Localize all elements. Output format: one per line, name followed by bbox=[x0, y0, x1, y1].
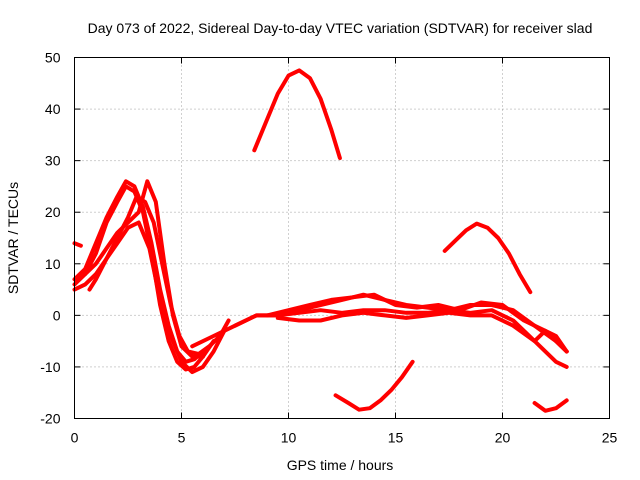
y-tick-label: 0 bbox=[53, 307, 61, 323]
series-line-sat-n bbox=[532, 398, 569, 413]
series-line-sat-a bbox=[72, 241, 83, 248]
grid-layer bbox=[74, 57, 610, 419]
series-line-sat-e bbox=[83, 179, 205, 359]
x-tick-label: 25 bbox=[602, 430, 618, 446]
series-line-sat-k bbox=[252, 68, 342, 161]
x-tick-label: 20 bbox=[495, 430, 511, 446]
series-line-sat-f bbox=[87, 220, 227, 375]
series-layer bbox=[72, 68, 569, 413]
plot-frame bbox=[74, 57, 610, 419]
series-line-sat-i bbox=[265, 292, 569, 354]
y-tick-label: -20 bbox=[40, 411, 60, 427]
series-line-sat-c bbox=[72, 179, 205, 364]
y-tick-label: 30 bbox=[45, 153, 61, 169]
x-tick-label: 5 bbox=[178, 430, 186, 446]
y-tick-label: -10 bbox=[40, 359, 60, 375]
series-line-sat-l bbox=[333, 359, 415, 412]
y-tick-label: 20 bbox=[45, 204, 61, 220]
series-line-sat-m bbox=[442, 221, 533, 295]
y-tick-label: 10 bbox=[45, 256, 61, 272]
x-tick-label: 0 bbox=[71, 430, 79, 446]
y-tick-label: 50 bbox=[45, 50, 61, 66]
y-axis-label: SDTVAR / TECUs bbox=[5, 182, 21, 294]
x-tick-label: 15 bbox=[388, 430, 404, 446]
x-tick-label: 10 bbox=[281, 430, 297, 446]
series-line-sat-j bbox=[275, 310, 569, 354]
chart-title: Day 073 of 2022, Sidereal Day-to-day VTE… bbox=[88, 20, 593, 36]
y-tick-label: 40 bbox=[45, 101, 61, 117]
tick-layer: 0 5 10 15 20 25 -20 -10 0 10 20 30 40 50 bbox=[40, 50, 617, 446]
x-axis-label: GPS time / hours bbox=[287, 457, 394, 473]
